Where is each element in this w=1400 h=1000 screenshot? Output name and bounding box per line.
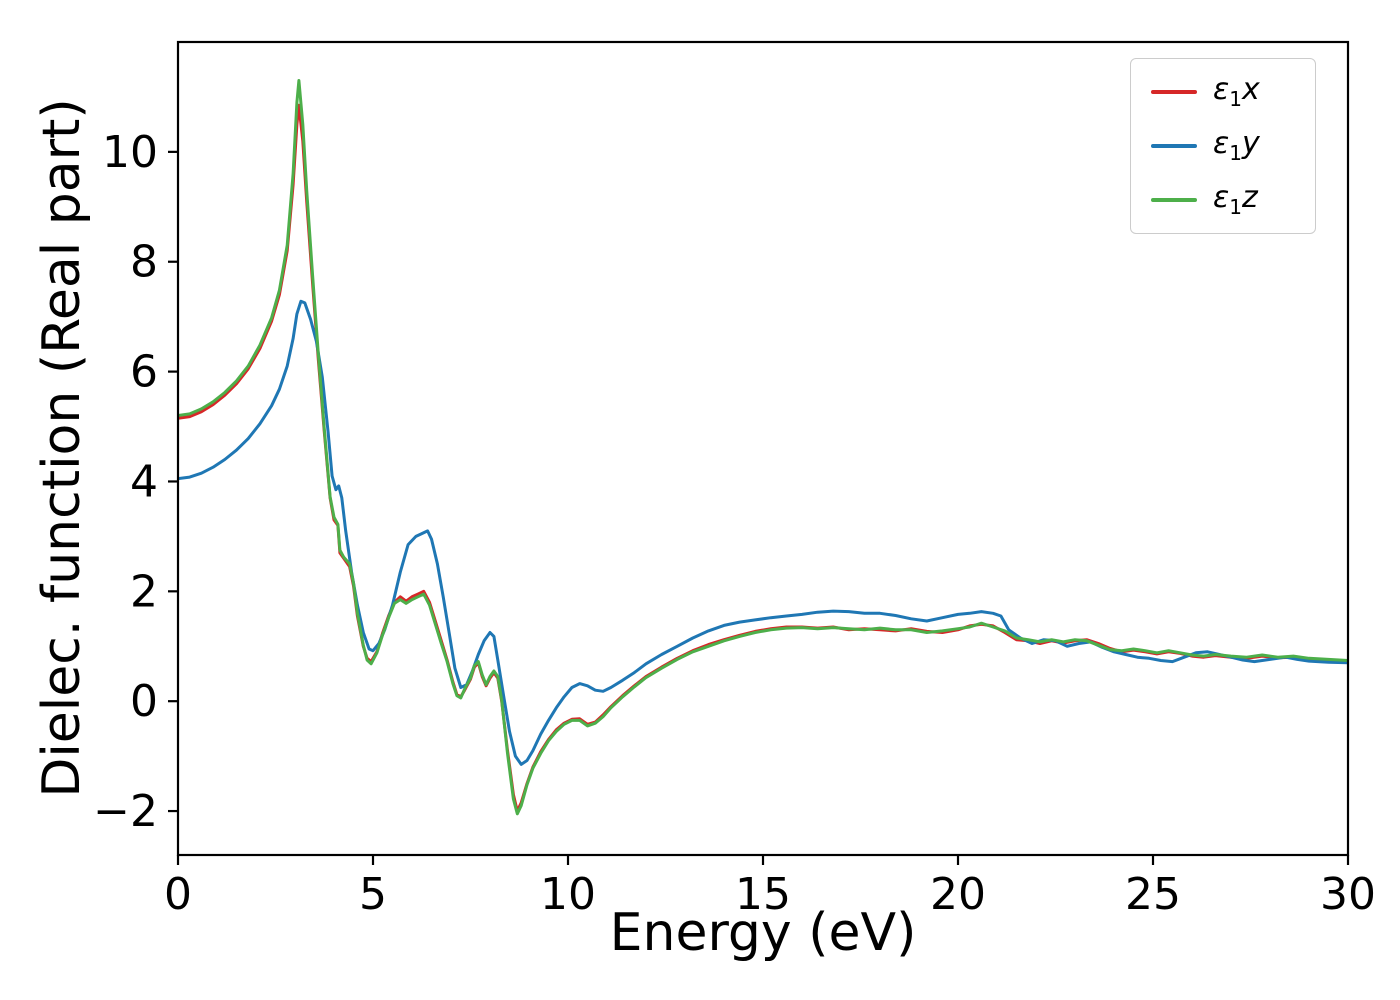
legend-variable: x xyxy=(1241,72,1260,107)
legend-item-epsilon1y: ε1y xyxy=(1151,129,1295,163)
legend-item-epsilon1z: ε1z xyxy=(1151,183,1295,217)
legend-line-epsilon1z xyxy=(1151,198,1197,202)
y-tick-label: 2 xyxy=(130,566,158,617)
y-tick-label: 4 xyxy=(130,456,158,507)
legend-variable: z xyxy=(1241,180,1258,215)
legend-item-epsilon1x: ε1x xyxy=(1151,75,1295,109)
legend-variable: y xyxy=(1241,126,1260,161)
line-epsilon1y xyxy=(178,299,1348,766)
x-tick-label: 30 xyxy=(1320,869,1376,920)
legend-subscript: 1 xyxy=(1229,141,1242,165)
y-axis-label: Dielec. function (Real part) xyxy=(32,98,92,798)
x-tick-label: 15 xyxy=(735,869,791,920)
series-group xyxy=(178,79,1348,816)
legend-label-epsilon1x: ε1x xyxy=(1213,72,1260,111)
line-epsilon1z xyxy=(178,79,1348,816)
legend-line-epsilon1x xyxy=(1151,90,1197,94)
x-tick-label: 10 xyxy=(540,869,596,920)
x-tick-label: 25 xyxy=(1125,869,1181,920)
y-tick-label: 0 xyxy=(130,676,158,727)
legend-subscript: 1 xyxy=(1229,195,1242,219)
y-tick-label: 6 xyxy=(130,347,158,398)
legend: ε1x ε1y ε1z xyxy=(1130,58,1316,234)
y-tick-label: 10 xyxy=(102,127,158,178)
legend-label-epsilon1z: ε1z xyxy=(1213,180,1258,219)
legend-line-epsilon1y xyxy=(1151,144,1197,148)
legend-symbol: ε xyxy=(1213,180,1230,215)
legend-symbol: ε xyxy=(1213,72,1230,107)
y-tick-label: −2 xyxy=(93,786,158,837)
x-tick-label: 5 xyxy=(359,869,387,920)
x-tick-label: 20 xyxy=(930,869,986,920)
x-axis-label: Energy (eV) xyxy=(609,903,917,963)
legend-symbol: ε xyxy=(1213,126,1230,161)
legend-subscript: 1 xyxy=(1229,87,1242,111)
x-tick-label: 0 xyxy=(164,869,192,920)
legend-label-epsilon1y: ε1y xyxy=(1213,126,1260,165)
y-tick-label: 8 xyxy=(130,237,158,288)
